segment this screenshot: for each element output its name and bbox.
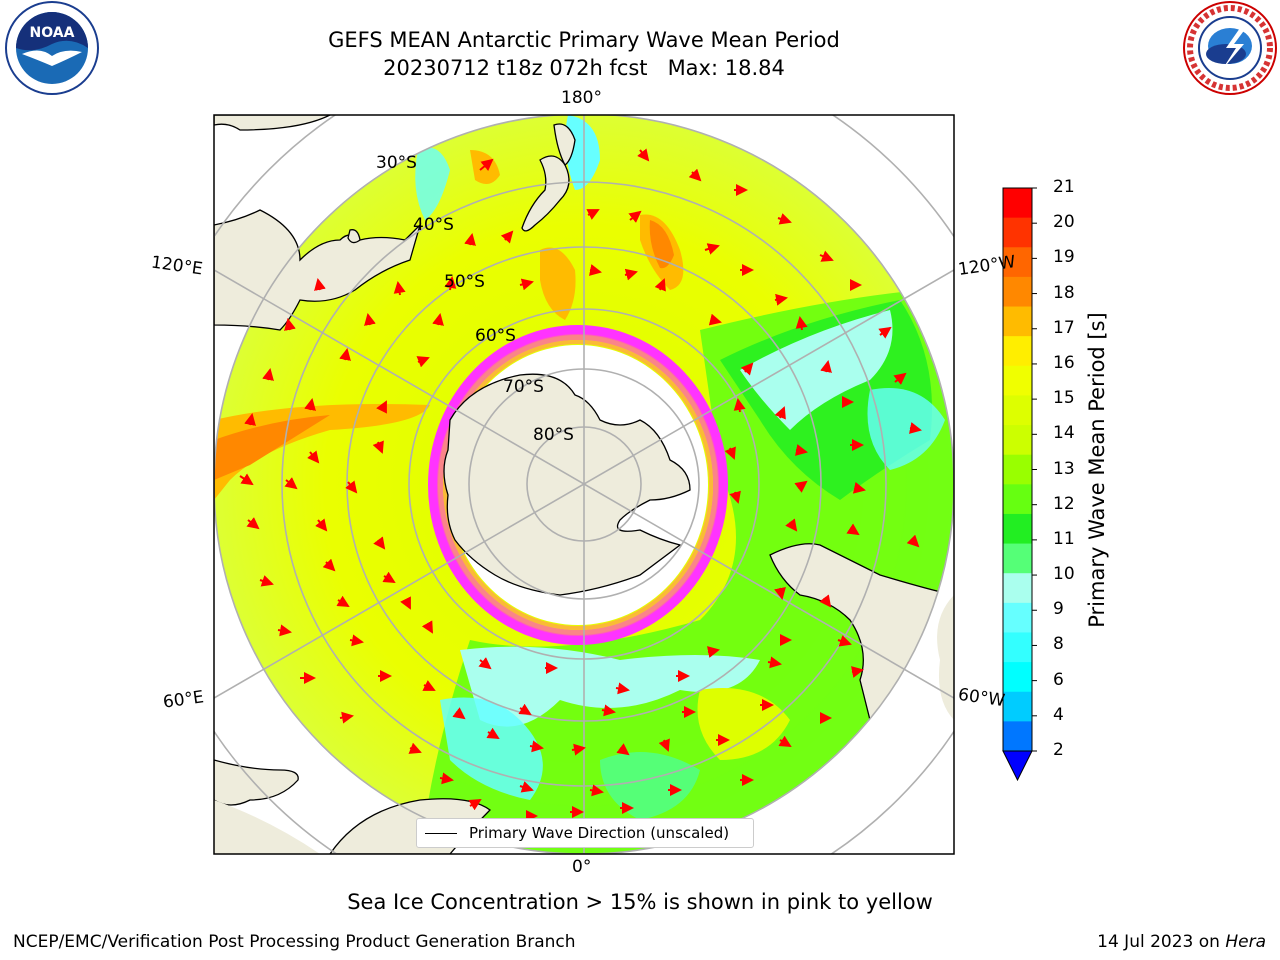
colorbar-block (1003, 306, 1032, 337)
colorbar-tick-label: 6 (1053, 669, 1064, 690)
colorbar-block (1003, 662, 1032, 693)
colorbar-block (1003, 247, 1032, 278)
colorbar-block (1003, 691, 1032, 722)
colorbar-tick-label: 14 (1053, 423, 1075, 444)
lat-label-80s: 80°S (533, 425, 574, 445)
colorbar-extend-triangle (1002, 750, 1033, 782)
map-legend: Primary Wave Direction (unscaled) (416, 818, 754, 848)
graticule (214, 115, 954, 854)
colorbar-tick-label: 16 (1053, 352, 1075, 373)
lon-label-0: 0° (572, 857, 592, 877)
noaa-logo-text: NOAA (30, 25, 75, 41)
colorbar-block (1003, 543, 1032, 574)
colorbar-block (1003, 425, 1032, 456)
colorbar-label: Primary Wave Mean Period [s] (1085, 312, 1109, 628)
colorbar-tick-label: 4 (1053, 704, 1064, 725)
antarctica (443, 373, 691, 596)
colorbar-block (1003, 484, 1032, 515)
sea-ice-edge (428, 325, 728, 645)
colorbar-block (1003, 513, 1032, 545)
lat-label-60s: 60°S (475, 326, 516, 346)
nws-logo (1183, 1, 1277, 95)
colorbar-tick-label: 20 (1053, 212, 1075, 233)
colorbar-block (1003, 365, 1032, 396)
colorbar (1002, 187, 1037, 782)
map-subtitle: 20230712 t18z 072h fcst Max: 18.84 (383, 56, 785, 80)
footer-host: Hera (1225, 932, 1266, 952)
colorbar-tick-label: 2 (1053, 740, 1064, 760)
colorbar-tick-label: 9 (1053, 599, 1064, 620)
map-frame (213, 114, 955, 855)
colorbar-block (1003, 454, 1032, 485)
lat-label-50s: 50°S (444, 272, 485, 292)
map-title: GEFS MEAN Antarctic Primary Wave Mean Pe… (328, 28, 840, 52)
lat-label-30s: 30°S (376, 153, 417, 173)
colorbar-block (1003, 573, 1032, 604)
lat-label-40s: 40°S (413, 215, 454, 235)
footer-date: 14 Jul 2023 on Hera (1097, 932, 1266, 952)
legend-line-sample (425, 832, 457, 834)
colorbar-tick-label: 11 (1053, 528, 1075, 549)
colorbar-tick-label: 10 (1053, 564, 1075, 585)
colorbar-block (1003, 632, 1032, 663)
colorbar-block (1003, 721, 1032, 752)
wave-direction-arrows (239, 148, 922, 822)
footer-date-text: 14 Jul 2023 on (1097, 932, 1226, 952)
colorbar-tick-label: 15 (1053, 388, 1075, 409)
colorbar-tick-label: 18 (1053, 282, 1075, 303)
footer-credit: NCEP/EMC/Verification Post Processing Pr… (13, 932, 576, 952)
colorbar-tick-label: 19 (1053, 247, 1075, 268)
noaa-logo: NOAA (5, 1, 99, 95)
legend-label: Primary Wave Direction (unscaled) (469, 824, 730, 842)
colorbar-block (1003, 602, 1032, 633)
colorbar-block (1003, 217, 1032, 248)
colorbar-tick-label: 21 (1053, 177, 1075, 197)
colorbar-tick-label: 17 (1053, 317, 1075, 338)
colorbar-tick-label: 8 (1053, 634, 1064, 655)
colorbar-block (1003, 395, 1032, 426)
colorbar-block (1003, 188, 1032, 219)
colorbar-block (1003, 336, 1032, 367)
lon-label-180: 180° (561, 88, 602, 108)
sea-ice-caption: Sea Ice Concentration > 15% is shown in … (347, 890, 933, 914)
colorbar-tick-label: 13 (1053, 458, 1075, 479)
colorbar-tick-label: 12 (1053, 493, 1075, 514)
lat-label-70s: 70°S (503, 377, 544, 397)
map-area: 30°S 40°S 50°S 60°S 70°S 80°S (214, 115, 954, 854)
colorbar-block (1003, 276, 1032, 308)
latitude-labels: 30°S 40°S 50°S 60°S 70°S 80°S (376, 153, 574, 445)
